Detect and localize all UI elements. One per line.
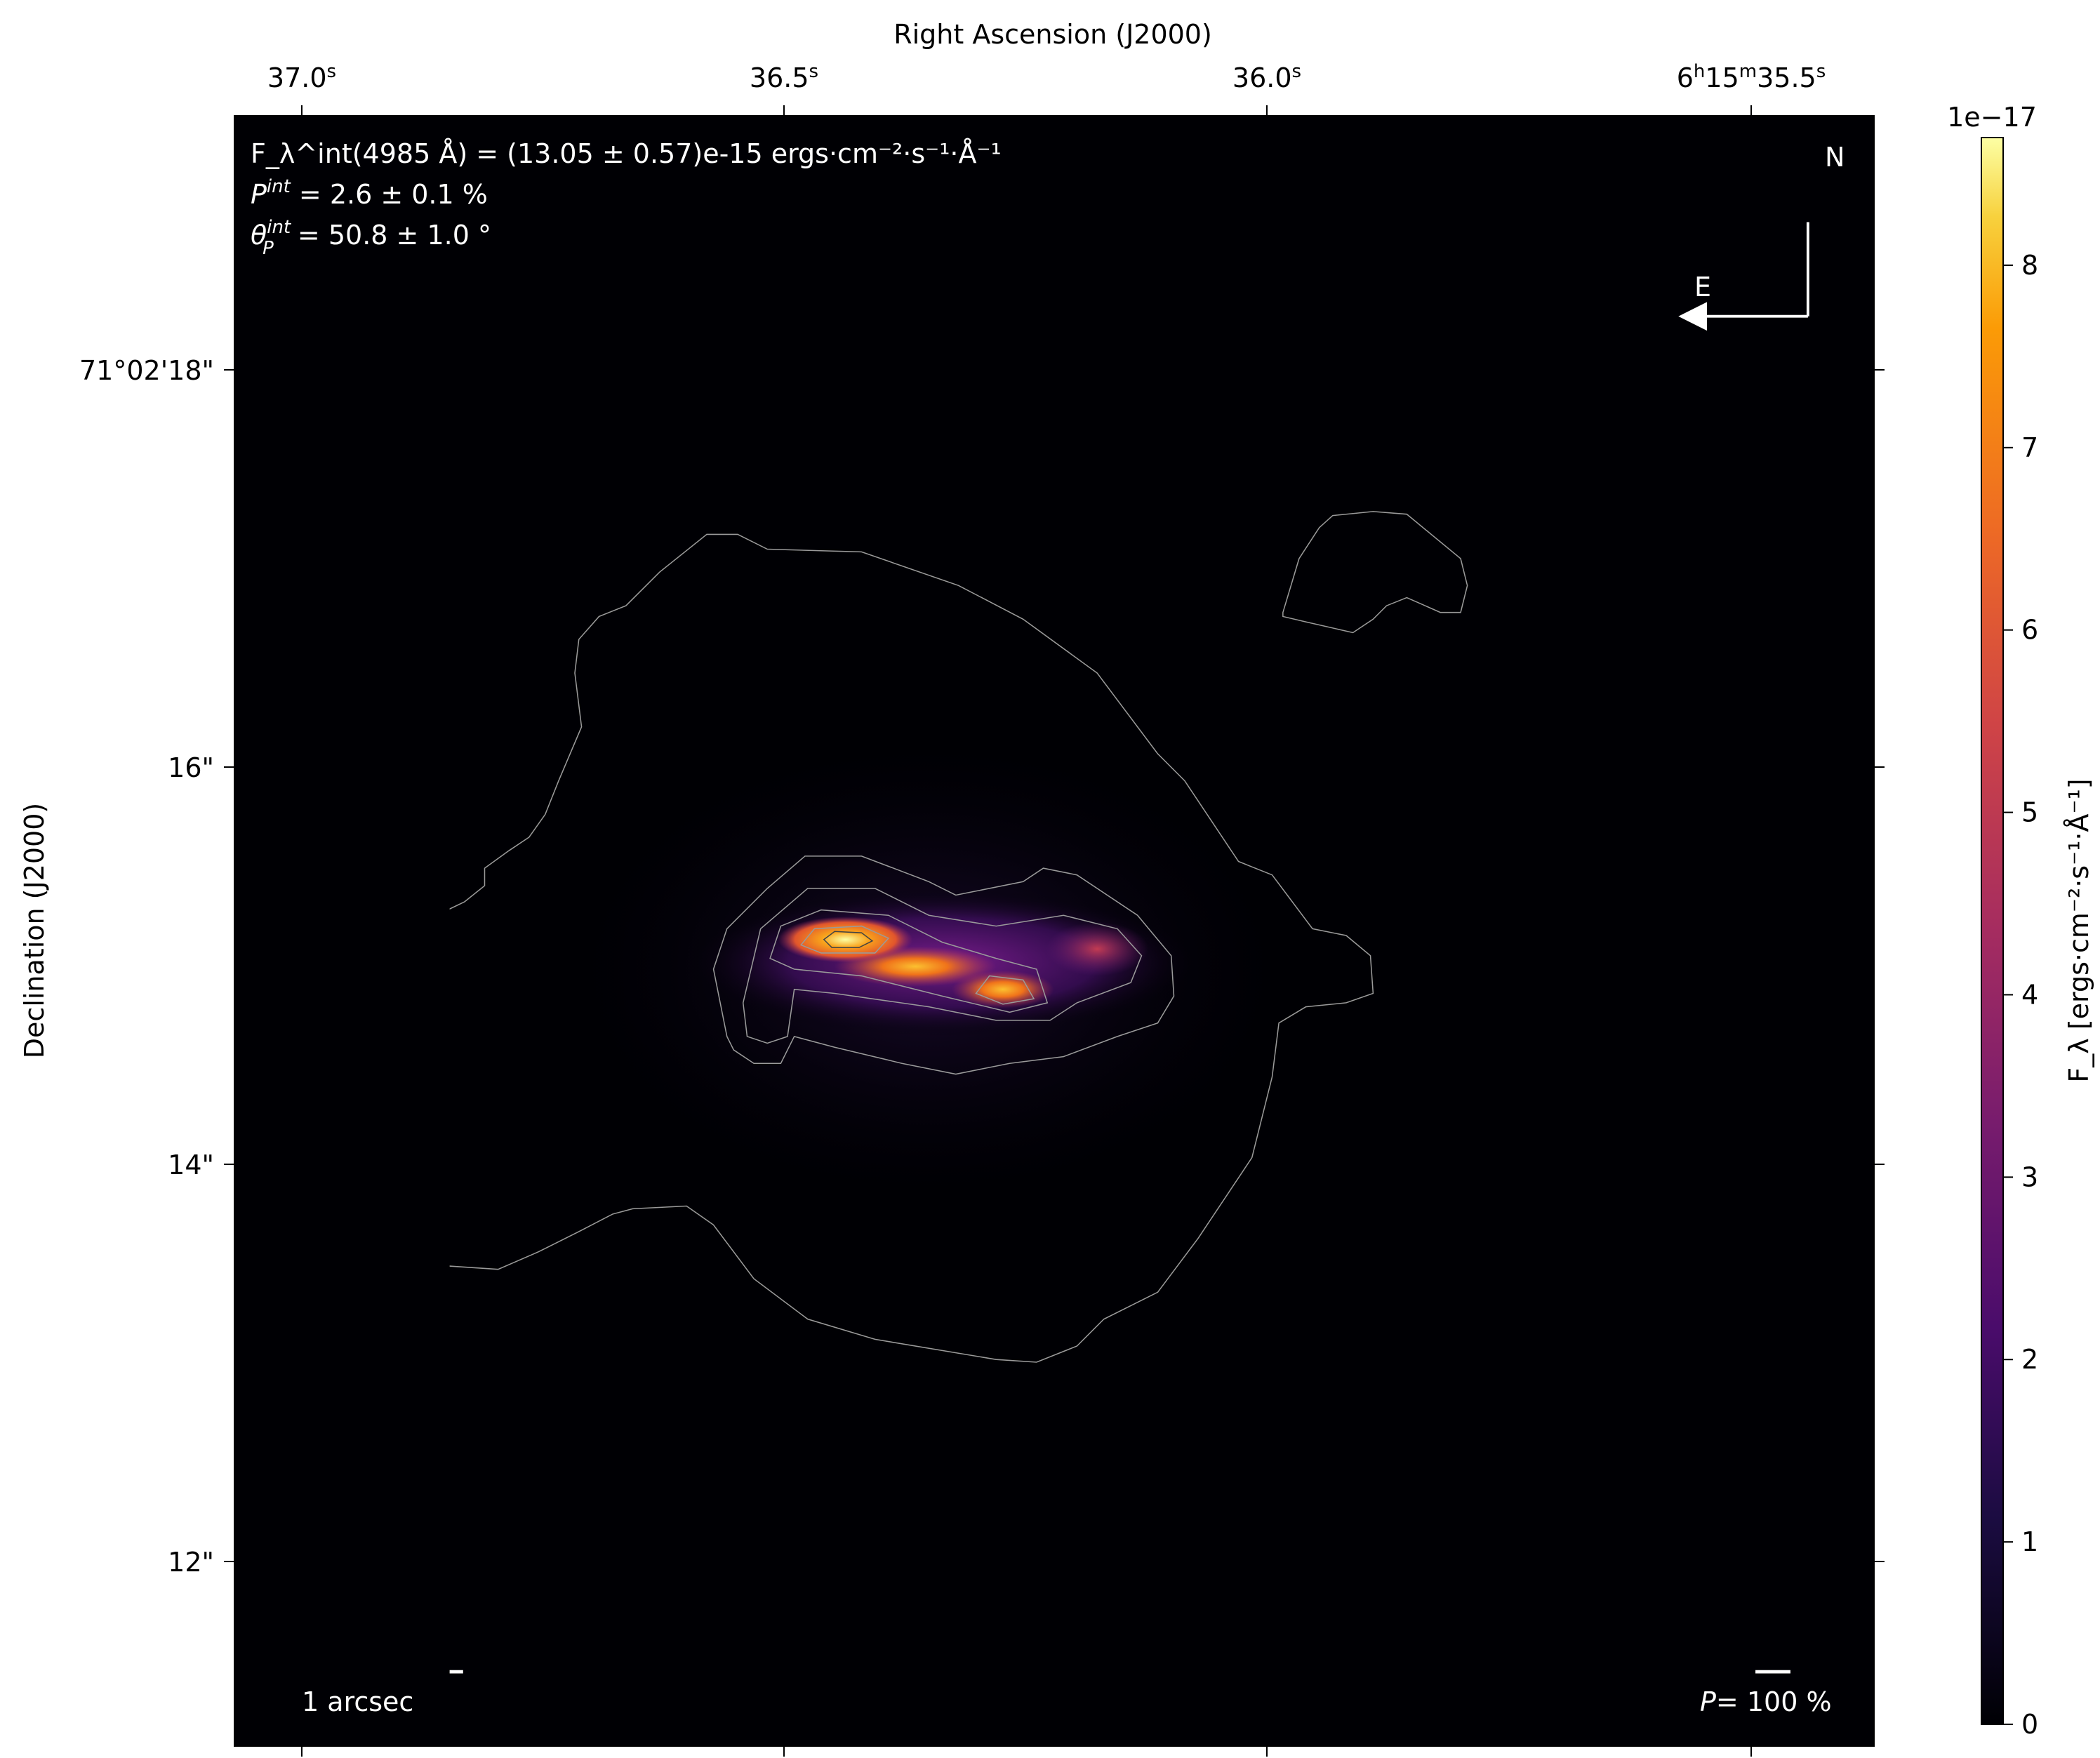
colorbar-scale-label: 1e−17 — [1947, 102, 2037, 133]
colorbar-tick-label-1: 1 — [2021, 1526, 2038, 1557]
secondary-peak — [952, 970, 1054, 1008]
east-knot — [1046, 921, 1149, 976]
y-tick-label-3: 12" — [168, 1547, 214, 1578]
colorbar-tick-label-2: 2 — [2021, 1344, 2038, 1375]
east-label: E — [1694, 272, 1711, 302]
y-tick-label-1: 16" — [168, 752, 214, 783]
y-tick-label-0: 71°02'18" — [79, 355, 214, 386]
contour-inner-4 — [799, 925, 1035, 1005]
scale-bar-label: 1 arcsec — [302, 1686, 413, 1717]
pol-scale-label: P= 100 % — [1700, 1686, 1832, 1717]
contour-island — [1282, 511, 1468, 634]
colorbar-tick-label-0: 0 — [2021, 1709, 2038, 1740]
colorbar-tick-label-8: 8 — [2021, 250, 2038, 281]
contour-inner-3 — [769, 909, 1049, 1013]
colorbar-tick-label-3: 3 — [2021, 1161, 2038, 1192]
contours — [449, 511, 1468, 1363]
primary-peak — [778, 917, 913, 963]
x-tick-label-1: 36.5s — [750, 61, 818, 93]
x-tick-label-0: 37.0s — [267, 61, 336, 93]
flux-annotation: F_λ^int(4985 Å) = (13.05 ± 0.57)e-15 erg… — [251, 138, 1002, 169]
contour-peak — [823, 931, 874, 949]
y-tick-label-2: 14" — [168, 1150, 214, 1180]
angle-annotation: θint P = 50.8 ± 1.0 ° — [251, 217, 491, 259]
compass — [1678, 222, 1809, 331]
plot-frame — [234, 115, 1875, 1747]
x-tick-label-3: 6h15m35.5s — [1677, 61, 1826, 93]
x-axis-label: Right Ascension (J2000) — [893, 19, 1212, 50]
contour-inner-1 — [712, 855, 1175, 1075]
polarization-annotation: Pint = 2.6 ± 0.1 % — [251, 176, 488, 210]
x-tick-label-2: 36.0s — [1232, 61, 1301, 93]
y-axis-label: Declination (J2000) — [19, 803, 50, 1058]
contour-outer — [449, 533, 1374, 1363]
colorbar-tick-label-6: 6 — [2021, 615, 2038, 646]
east-arrowhead-icon — [1678, 302, 1708, 331]
colorbar — [1981, 137, 2004, 1725]
colorbar-tick-label-5: 5 — [2021, 797, 2038, 828]
colorbar-tick-label-7: 7 — [2021, 432, 2038, 463]
north-label: N — [1825, 142, 1845, 173]
contour-inner-2 — [742, 888, 1143, 1044]
colorbar-label: F_λ [ergs·cm⁻²·s⁻¹·Å⁻¹] — [2064, 778, 2094, 1082]
colorbar-tick-label-4: 4 — [2021, 979, 2038, 1010]
